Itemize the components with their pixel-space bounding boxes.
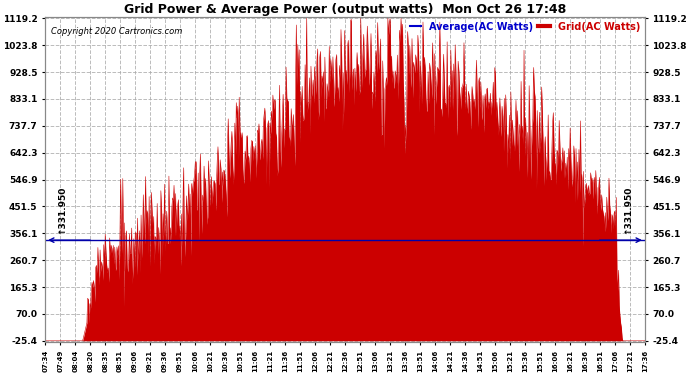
- Text: ↑331.950: ↑331.950: [57, 186, 66, 234]
- Title: Grid Power & Average Power (output watts)  Mon Oct 26 17:48: Grid Power & Average Power (output watts…: [124, 3, 566, 16]
- Text: Copyright 2020 Cartronics.com: Copyright 2020 Cartronics.com: [51, 27, 183, 36]
- Legend: Average(AC Watts), Grid(AC Watts): Average(AC Watts), Grid(AC Watts): [406, 18, 644, 36]
- Text: ↑331.950: ↑331.950: [624, 186, 633, 234]
